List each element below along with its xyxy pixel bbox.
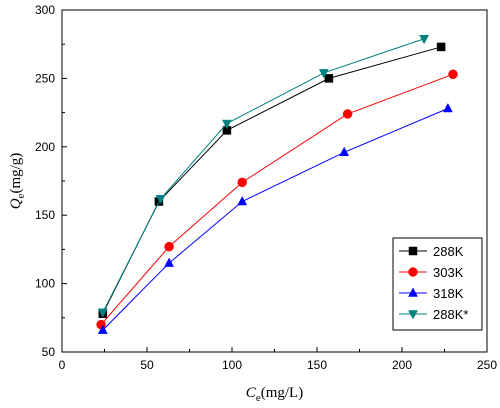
series-318k bbox=[97, 102, 453, 334]
data-point-288k bbox=[155, 195, 166, 205]
data-point-318k bbox=[97, 324, 108, 334]
y-tick-label: 50 bbox=[42, 345, 56, 359]
data-point-318k bbox=[442, 102, 453, 113]
legend-label: 288K bbox=[433, 244, 464, 259]
y-tick-label: 300 bbox=[35, 3, 55, 17]
x-tick-label: 250 bbox=[477, 358, 497, 372]
data-point-318k bbox=[339, 146, 350, 157]
y-axis-title-unit: (mg/g) bbox=[8, 153, 24, 194]
y-tick-label: 200 bbox=[35, 140, 55, 154]
x-axis-title-unit: (mg/L) bbox=[261, 385, 304, 401]
x-axis-title: Ce(mg/L) bbox=[246, 385, 303, 404]
legend-item-303k: 303K bbox=[399, 265, 464, 280]
data-point-288k bbox=[97, 308, 108, 318]
data-point-288k bbox=[324, 74, 334, 83]
legend-item-318k: 318K bbox=[399, 286, 464, 301]
data-point-318k bbox=[164, 257, 175, 267]
x-tick-label: 150 bbox=[307, 358, 327, 372]
legend-item-288k: 288K* bbox=[399, 307, 468, 322]
data-point-303k bbox=[342, 109, 353, 119]
x-tick-label: 100 bbox=[222, 358, 242, 372]
y-tick-label: 250 bbox=[35, 71, 55, 85]
y-axis-title: Qe(mg/g) bbox=[8, 153, 27, 210]
legend-swatch-marker bbox=[408, 267, 418, 277]
series-303k bbox=[96, 69, 458, 330]
data-point-303k bbox=[237, 177, 247, 188]
legend-item-288k: 288K bbox=[399, 244, 464, 259]
data-point-288k bbox=[436, 42, 446, 52]
legend: 288K 303K 318K 288K* bbox=[392, 237, 483, 331]
data-point-303k bbox=[448, 69, 458, 80]
legend-label: 288K* bbox=[433, 307, 468, 322]
legend-swatch-marker bbox=[408, 310, 418, 320]
legend-swatch-marker bbox=[408, 287, 418, 297]
x-axis-title-main: C bbox=[246, 385, 257, 401]
x-axis-title-subscript: e bbox=[256, 392, 261, 404]
data-point-303k bbox=[164, 241, 174, 252]
data-point-288k bbox=[221, 119, 232, 130]
series-288k bbox=[97, 34, 430, 318]
data-point-288k bbox=[419, 34, 430, 45]
data-point-318k bbox=[237, 195, 248, 206]
y-axis-title-main: Q bbox=[8, 198, 24, 209]
data-point-288k bbox=[318, 69, 329, 79]
legend-swatch-marker bbox=[408, 246, 418, 256]
y-axis-title-subscript: e bbox=[15, 193, 27, 198]
x-tick-label: 0 bbox=[59, 358, 66, 372]
legend-label: 303K bbox=[433, 265, 464, 280]
y-tick-label: 100 bbox=[35, 277, 55, 291]
x-tick-label: 50 bbox=[140, 358, 154, 372]
x-tick-label: 200 bbox=[392, 358, 412, 372]
series-layer bbox=[96, 34, 458, 334]
legend-box bbox=[392, 237, 483, 331]
y-tick-label: 150 bbox=[35, 208, 55, 222]
legend-label: 318K bbox=[433, 286, 464, 301]
